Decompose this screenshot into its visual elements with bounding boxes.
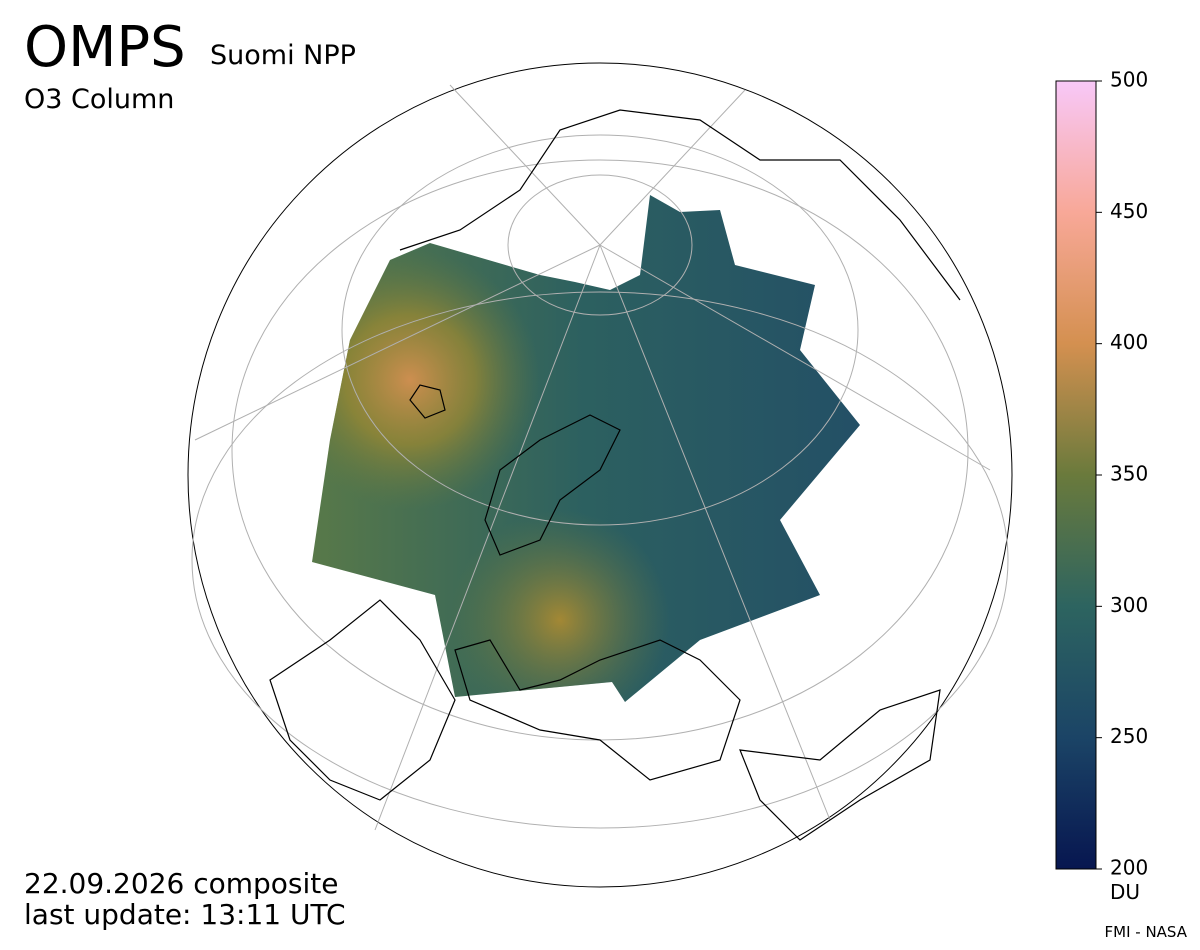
colorbar-tick-label: 300 xyxy=(1110,593,1148,617)
colorbar: 200 250 300 350 400 450 500 xyxy=(1055,68,1148,880)
colorbar-tick-label: 250 xyxy=(1110,724,1148,748)
title: OMPS xyxy=(24,15,186,80)
satellite: Suomi NPP xyxy=(210,40,356,71)
colorbar-tick-label: 350 xyxy=(1110,462,1148,486)
update: last update: 13:11 UTC xyxy=(24,898,346,931)
map xyxy=(187,62,1013,888)
colorbar-tick-label: 500 xyxy=(1110,68,1148,92)
colorbar-tick-label: 200 xyxy=(1110,856,1148,880)
colorbar-tick-label: 450 xyxy=(1110,199,1148,223)
coastlines xyxy=(269,109,961,841)
colorbar-unit: DU xyxy=(1110,880,1140,904)
graticule xyxy=(191,84,1009,831)
product: O3 Column xyxy=(24,84,174,115)
date: 22.09.2026 composite xyxy=(24,867,339,900)
colorbar-fill xyxy=(1055,80,1097,870)
colorbar-tick-label: 400 xyxy=(1110,330,1148,354)
credit: FMI - NASA xyxy=(1105,923,1188,941)
